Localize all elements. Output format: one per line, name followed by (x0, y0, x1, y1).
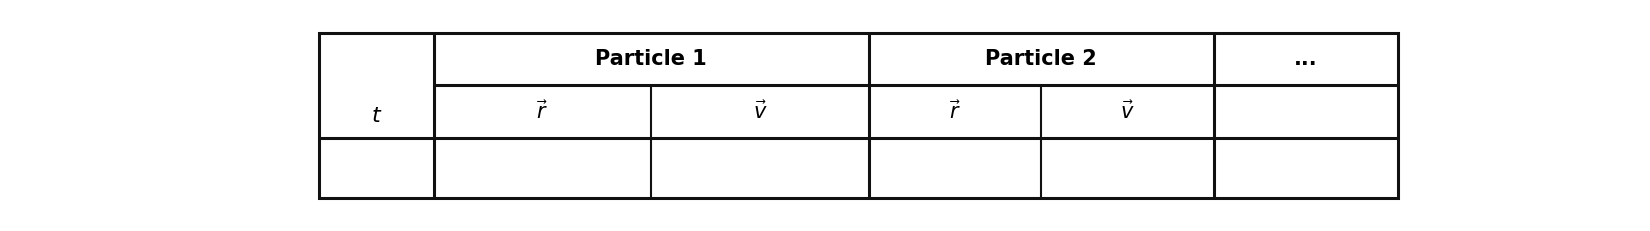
Text: ...: ... (1294, 49, 1318, 69)
Text: $\vec{r}$: $\vec{r}$ (949, 100, 962, 123)
Text: $t$: $t$ (371, 106, 383, 126)
Text: Particle 1: Particle 1 (596, 49, 708, 69)
Text: Particle 2: Particle 2 (985, 49, 1097, 69)
Text: $\vec{r}$: $\vec{r}$ (536, 100, 549, 123)
Text: $\vec{v}$: $\vec{v}$ (752, 100, 767, 123)
Text: $\vec{v}$: $\vec{v}$ (1120, 100, 1135, 123)
Bar (318, 33, 1398, 198)
